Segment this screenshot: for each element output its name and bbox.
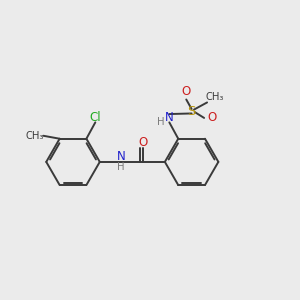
Text: N: N <box>117 150 125 163</box>
Text: O: O <box>138 136 147 149</box>
Text: H: H <box>157 117 165 128</box>
Text: Cl: Cl <box>89 111 101 124</box>
Text: CH₃: CH₃ <box>26 131 44 141</box>
Text: S: S <box>188 106 196 118</box>
Text: O: O <box>208 111 217 124</box>
Text: H: H <box>117 162 125 172</box>
Text: O: O <box>182 85 191 98</box>
Text: CH₃: CH₃ <box>205 92 224 101</box>
Text: N: N <box>165 111 174 124</box>
